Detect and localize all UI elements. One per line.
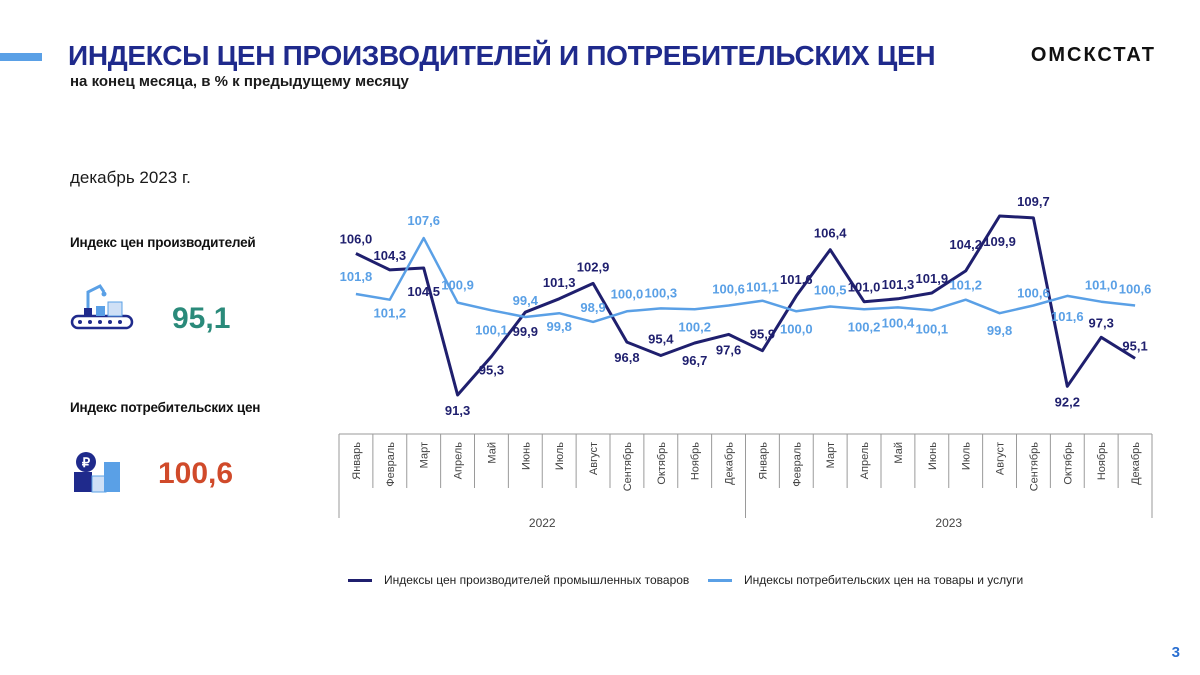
consumer-data-label: 100,2 [678, 319, 711, 334]
x-tick-label: Декабрь [1130, 442, 1142, 485]
legend-swatch-consumer [708, 578, 732, 582]
legend-item-consumer: Индексы потребительских цен на товары и … [708, 573, 1023, 587]
x-tick-label: Ноябрь [1096, 442, 1108, 480]
producer-data-label: 95,9 [750, 327, 775, 342]
consumer-data-label: 100,1 [916, 321, 949, 336]
producer-index-label: Индекс цен производителей [70, 235, 256, 250]
producer-data-label: 109,9 [983, 234, 1016, 249]
producer-data-label: 106,0 [340, 232, 373, 247]
consumer-series-line [355, 236, 1136, 324]
consumer-data-label: 98,9 [580, 300, 605, 315]
x-tick-label: Июль [961, 442, 973, 470]
x-year-label: 2022 [529, 516, 556, 530]
producer-data-label: 92,2 [1055, 394, 1080, 409]
x-tick-label: Январь [351, 442, 363, 480]
producer-data-label: 109,7 [1017, 194, 1050, 209]
legend-label-consumer: Индексы потребительских цен на товары и … [744, 573, 1024, 587]
consumer-data-label: 100,0 [780, 321, 813, 336]
x-tick-label: Март [419, 442, 431, 468]
x-tick-label: Февраль [791, 442, 803, 487]
accent-bar [0, 53, 42, 61]
producer-data-label: 101,6 [780, 272, 813, 287]
period-label: декабрь 2023 г. [70, 168, 191, 187]
producer-data-label: 91,3 [445, 403, 470, 418]
price-index-line-chart: Январь Февраль Март Апрель Май Июнь Июль Август… [338, 194, 1153, 530]
x-tick-label: Август [995, 442, 1007, 475]
consumer-data-label: 100,1 [475, 322, 508, 337]
chart-series [355, 214, 1136, 397]
producer-data-label: 96,7 [682, 353, 707, 368]
x-tick-label: Октябрь [656, 442, 668, 485]
consumer-data-label: 100,2 [848, 319, 881, 334]
producer-data-label: 101,9 [916, 271, 949, 286]
producer-data-label: 104,5 [407, 284, 440, 299]
consumer-data-label: 100,6 [1119, 282, 1152, 297]
consumer-data-label: 100,6 [1017, 286, 1050, 301]
producer-data-label: 104,2 [949, 237, 982, 252]
producer-data-label: 95,3 [479, 363, 504, 378]
consumer-data-label: 100,9 [441, 278, 474, 293]
x-tick-label: Май [893, 442, 905, 464]
x-tick-label: Январь [757, 442, 769, 480]
svg-text:₽: ₽ [82, 455, 91, 470]
consumer-data-label: 101,0 [1085, 278, 1118, 293]
page-title: ИНДЕКСЫ ЦЕН ПРОИЗВОДИТЕЛЕЙ И ПОТРЕБИТЕЛЬ… [68, 40, 936, 71]
producer-data-label: 101,3 [882, 277, 915, 292]
consumer-data-label: 101,2 [374, 306, 407, 321]
x-tick-label: Декабрь [724, 442, 736, 485]
consumer-data-label: 100,5 [814, 282, 847, 297]
x-tick-label: Октябрь [1062, 442, 1074, 485]
x-tick-label: Август [588, 442, 600, 475]
producer-data-label: 99,9 [513, 324, 538, 339]
producer-data-label: 101,0 [848, 280, 881, 295]
producer-data-label: 101,3 [543, 275, 576, 290]
consumer-data-label: 99,8 [987, 323, 1012, 338]
consumer-data-label: 100,4 [882, 315, 915, 330]
brand-logo: ОМСКСТАТ [1030, 44, 1156, 66]
consumer-data-label: 101,6 [1051, 309, 1084, 324]
producer-data-label: 95,4 [648, 332, 674, 347]
x-tick-label: Апрель [453, 442, 465, 480]
chart-data-labels: 106,0104,3104,591,395,399,9101,3102,996,… [340, 194, 1152, 418]
consumer-data-label: 99,4 [513, 293, 539, 308]
consumer-index-label: Индекс потребительских цен [70, 400, 261, 415]
consumer-data-label: 101,2 [949, 278, 982, 293]
x-tick-label: Сентябрь [622, 442, 634, 492]
consumer-index-value: 100,6 [158, 457, 234, 490]
page-subtitle: на конец месяца, в % к предыдущему месяц… [70, 73, 409, 90]
consumer-data-label: 101,8 [340, 269, 373, 284]
producer-data-label: 95,1 [1122, 338, 1147, 353]
legend-label-producer: Индексы цен производителей промышленных … [384, 573, 690, 587]
x-tick-label: Июнь [520, 442, 532, 470]
producer-data-label: 97,6 [716, 342, 741, 357]
producer-data-label: 102,9 [577, 259, 610, 274]
x-tick-label: Март [825, 442, 837, 468]
x-tick-label: Июнь [927, 442, 939, 470]
consumer-data-label: 100,3 [645, 285, 678, 300]
producer-series-line [355, 214, 1136, 397]
chart-axis: Январь Февраль Март Апрель Май Июнь Июль Август… [338, 433, 1153, 530]
producer-data-label: 97,3 [1089, 315, 1114, 330]
page-number: 3 [1171, 644, 1180, 661]
conveyor-icon [70, 284, 134, 330]
shopping-boxes-icon: ₽ [74, 452, 120, 493]
consumer-data-label: 101,1 [746, 280, 779, 295]
legend-swatch-producer [348, 578, 372, 582]
producer-data-label: 96,8 [614, 350, 639, 365]
x-year-label: 2023 [935, 516, 962, 530]
consumer-data-label: 100,6 [712, 282, 745, 297]
producer-data-label: 106,4 [814, 226, 847, 241]
x-tick-label: Апрель [859, 442, 871, 480]
x-tick-label: Февраль [385, 442, 397, 487]
x-tick-label: Май [486, 442, 498, 464]
producer-data-label: 104,3 [374, 248, 407, 263]
x-tick-label: Ноябрь [690, 442, 702, 480]
legend-item-producer: Индексы цен производителей промышленных … [348, 573, 689, 587]
x-tick-label: Сентябрь [1028, 442, 1040, 492]
consumer-data-label: 99,8 [547, 319, 572, 334]
x-tick-label: Июль [554, 442, 566, 470]
consumer-data-label: 100,0 [611, 286, 644, 301]
consumer-data-label: 107,6 [407, 213, 440, 228]
producer-index-value: 95,1 [172, 302, 231, 335]
